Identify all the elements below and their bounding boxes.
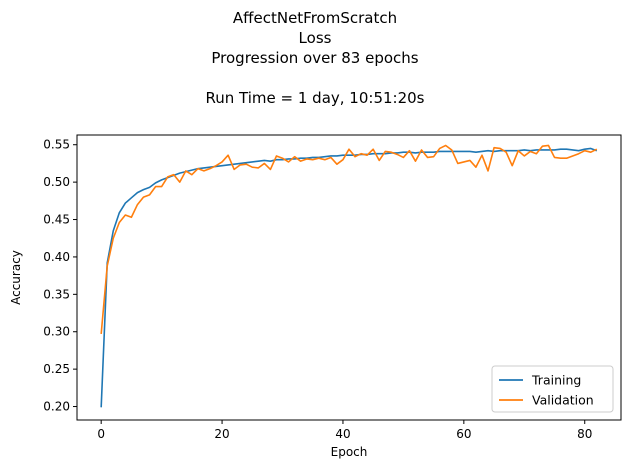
y-tick: 0.55 — [43, 138, 77, 152]
x-tick-label: 0 — [97, 427, 105, 441]
y-tick-label: 0.35 — [43, 287, 70, 301]
x-tick-label: 20 — [214, 427, 229, 441]
x-tick: 40 — [335, 420, 351, 441]
y-tick: 0.25 — [43, 362, 77, 376]
y-tick-label: 0.40 — [43, 250, 70, 264]
x-tick: 80 — [577, 420, 592, 441]
chart-title: AffectNetFromScratch Loss Progression ov… — [0, 8, 630, 108]
y-tick-label: 0.30 — [43, 325, 70, 339]
chart-subtitle: Run Time = 1 day, 10:51:20s — [205, 89, 425, 107]
y-tick: 0.40 — [43, 250, 77, 264]
title-line-2: Loss — [298, 29, 332, 47]
series-line-training — [100, 147, 598, 408]
x-tick: 20 — [214, 420, 230, 441]
series-line-validation — [100, 144, 598, 335]
title-line-1: AffectNetFromScratch — [232, 9, 398, 27]
legend: Training Validation — [491, 365, 614, 413]
x-tick-label: 80 — [577, 427, 592, 441]
legend-label: Validation — [532, 393, 594, 408]
y-tick-label: 0.45 — [43, 213, 70, 227]
x-tick-label: 60 — [456, 427, 471, 441]
x-tick: 60 — [456, 420, 471, 441]
x-axis-label: Epoch — [331, 445, 368, 459]
y-tick-label: 0.20 — [43, 400, 70, 414]
x-axis: 0 20 40 60 80 — [97, 420, 592, 441]
title-line-3: Progression over 83 epochs — [211, 49, 419, 67]
plot-frame — [76, 134, 622, 421]
y-axis-label: Accuracy — [9, 250, 23, 305]
y-tick-label: 0.55 — [43, 138, 70, 152]
legend-item: Validation — [499, 393, 594, 408]
x-tick-label: 40 — [335, 427, 350, 441]
series-layer — [100, 144, 598, 408]
legend-label: Training — [531, 373, 581, 388]
y-tick-label: 0.25 — [43, 362, 70, 376]
y-tick: 0.30 — [43, 325, 77, 339]
y-axis: 0.20 0.25 0.30 0.35 0.40 0.45 0.50 0.55 — [43, 138, 77, 414]
y-tick: 0.35 — [43, 287, 77, 301]
y-tick: 0.20 — [43, 400, 77, 414]
y-tick: 0.50 — [43, 175, 77, 189]
legend-item: Training — [499, 373, 581, 388]
y-tick-label: 0.50 — [43, 175, 70, 189]
y-tick: 0.45 — [43, 213, 77, 227]
x-tick: 0 — [97, 420, 105, 441]
